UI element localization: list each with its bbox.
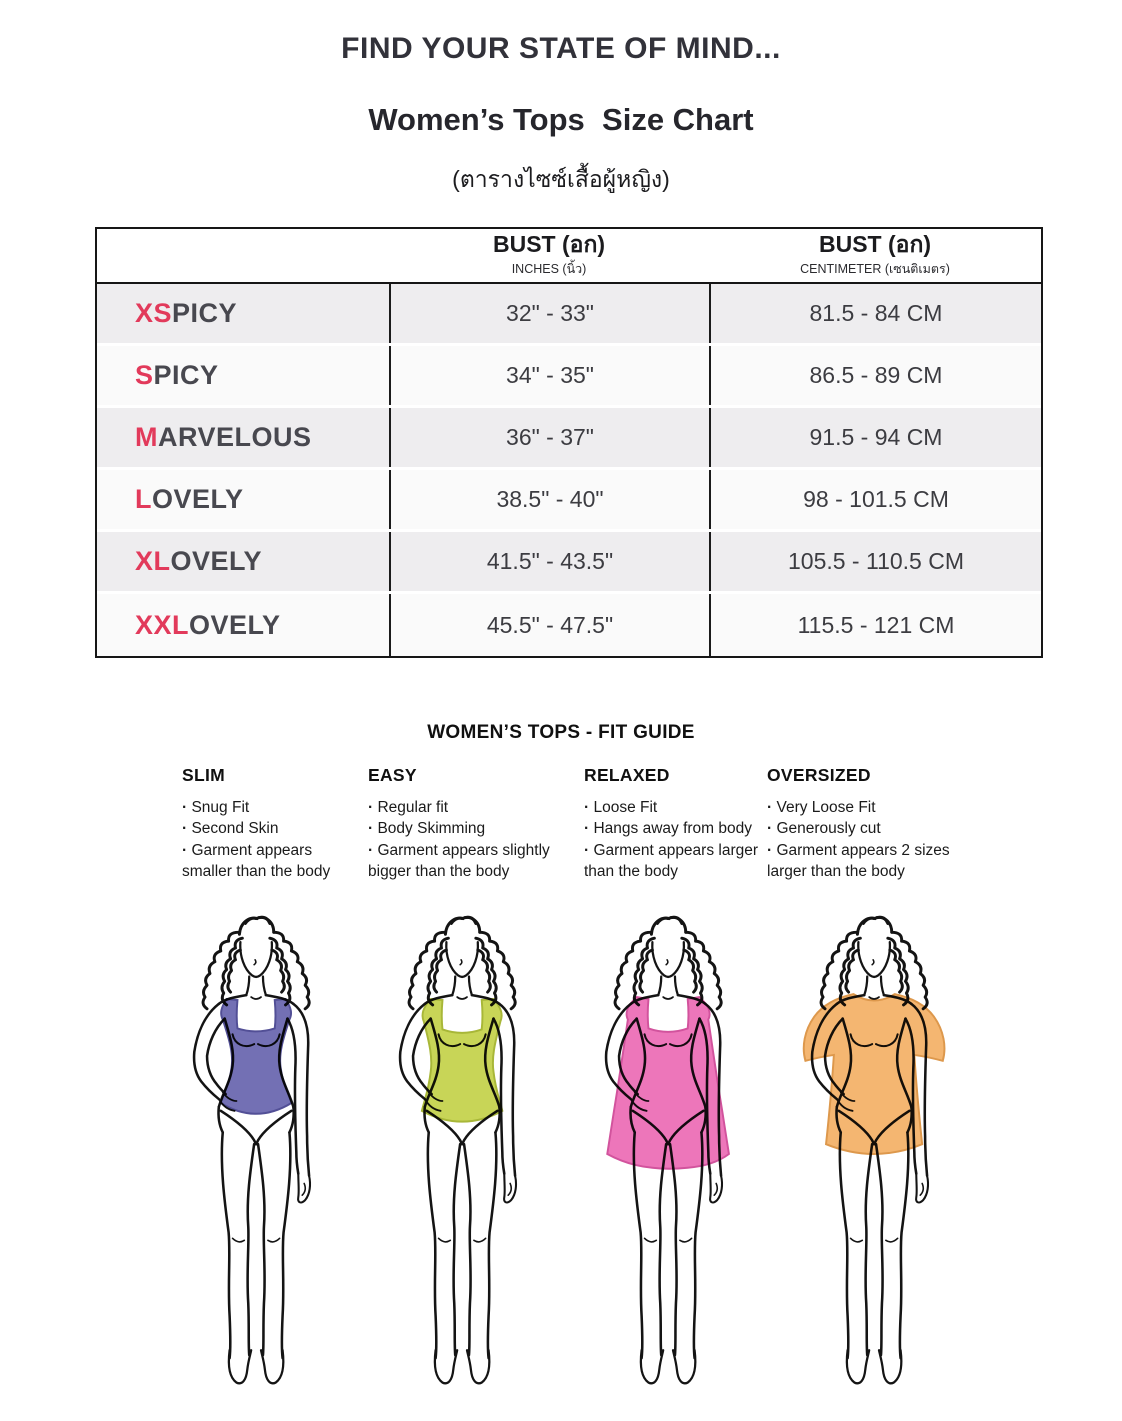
size-prefix: M	[135, 422, 158, 452]
fit-figure-oversized	[802, 915, 946, 1385]
relaxed-swing-top	[606, 996, 730, 1170]
bust-cm-subtitle: CENTIMETER (เซนติเมตร)	[800, 262, 950, 277]
table-row-marvelous: M ARVELOUS 36" - 37" 91.5 - 94 CM	[97, 408, 1041, 470]
fit-bullet: Garment appears 2 sizes larger than the …	[767, 840, 967, 883]
fit-bullet: Second Skin	[182, 818, 344, 839]
size-prefix: XXL	[135, 609, 190, 640]
header-size-column	[97, 229, 389, 282]
bust-inches-value: 38.5" - 40"	[389, 470, 709, 529]
size-table-body: XS PICY 32" - 33" 81.5 - 84 CM S PICY 34" …	[97, 284, 1041, 656]
fit-bullet: Regular fit	[368, 797, 570, 818]
size-name: XS PICY	[97, 284, 389, 343]
fit-column-relaxed: RELAXED Loose Fit Hangs away from body G…	[584, 765, 764, 883]
fit-bullet: Generously cut	[767, 818, 967, 839]
page-subtitle: Women’s Tops Size Chart	[368, 102, 754, 137]
size-rest: OVELY	[189, 609, 281, 640]
fit-bullet: Body Skimming	[368, 818, 570, 839]
table-row-lovely: L OVELY 38.5" - 40" 98 - 101.5 CM	[97, 470, 1041, 532]
bust-inches-subtitle: INCHES (นิ้ว)	[511, 262, 587, 277]
size-name: XXL OVELY	[97, 594, 389, 656]
fit-bullet: Hangs away from body	[584, 818, 764, 839]
bust-inches-value: 36" - 37"	[389, 408, 709, 467]
bust-inches-value: 34" - 35"	[389, 346, 709, 405]
fit-bullet: Garment appears larger than the body	[584, 840, 764, 883]
page-subtitle-thai: (ตารางไซซ์เสื้อผู้หญิง)	[452, 166, 670, 192]
bust-inches-value: 41.5" - 43.5"	[389, 532, 709, 591]
fit-bullet: Garment appears slightly bigger than the…	[368, 840, 570, 883]
bust-cm-value: 98 - 101.5 CM	[709, 470, 1041, 529]
size-rest: PICY	[172, 298, 238, 328]
bust-inches-title: BUST (อก)	[492, 230, 606, 257]
size-name: M ARVELOUS	[97, 408, 389, 467]
fit-bullet: Garment appears smaller than the body	[182, 840, 344, 883]
bust-cm-value: 105.5 - 110.5 CM	[709, 532, 1041, 591]
table-row-spicy: S PICY 34" - 35" 86.5 - 89 CM	[97, 346, 1041, 408]
size-name: XL OVELY	[97, 532, 389, 591]
fit-name: EASY	[368, 765, 417, 785]
table-row-xspicy: XS PICY 32" - 33" 81.5 - 84 CM	[97, 284, 1041, 346]
table-row-xxlovely: XXL OVELY 45.5" - 47.5" 115.5 - 121 CM	[97, 594, 1041, 656]
fit-name: RELAXED	[584, 765, 670, 785]
fit-name: OVERSIZED	[767, 765, 871, 785]
fit-figure-easy	[398, 915, 518, 1385]
size-name: L OVELY	[97, 470, 389, 529]
bust-cm-value: 91.5 - 94 CM	[709, 408, 1041, 467]
fit-figure-slim	[192, 915, 312, 1385]
fit-column-easy: EASY Regular fit Body Skimming Garment a…	[368, 765, 570, 883]
fit-bullet: Very Loose Fit	[767, 797, 967, 818]
slim-tank-top	[219, 997, 293, 1115]
table-row-xlovely: XL OVELY 41.5" - 43.5" 105.5 - 110.5 CM	[97, 532, 1041, 594]
bust-inches-value: 45.5" - 47.5"	[389, 594, 709, 656]
oversized-tee-top	[802, 993, 946, 1155]
size-table-header: BUST (อก) INCHES (นิ้ว) BUST (อก) CENTIM…	[97, 229, 1041, 284]
fit-column-oversized: OVERSIZED Very Loose Fit Generously cut …	[767, 765, 967, 883]
header-bust-cm: BUST (อก) CENTIMETER (เซนติเมตร)	[709, 229, 1041, 282]
size-rest: PICY	[153, 360, 219, 390]
fit-name: SLIM	[182, 765, 226, 785]
size-prefix: XS	[135, 298, 173, 328]
size-rest: ARVELOUS	[158, 422, 312, 452]
page-title: FIND YOUR STATE OF MIND...	[341, 32, 781, 65]
bust-cm-value: 115.5 - 121 CM	[709, 594, 1041, 656]
bust-inches-value: 32" - 33"	[389, 284, 709, 343]
size-prefix: L	[135, 484, 152, 514]
fit-bullet: Loose Fit	[584, 797, 764, 818]
fit-column-slim: SLIM Snug Fit Second Skin Garment appear…	[182, 765, 344, 883]
fit-guide-heading: WOMEN’S TOPS - FIT GUIDE	[427, 722, 695, 743]
bust-cm-title: BUST (อก)	[818, 230, 932, 257]
fit-figure-relaxed	[604, 915, 730, 1385]
bust-cm-value: 81.5 - 84 CM	[709, 284, 1041, 343]
size-prefix: S	[135, 360, 154, 390]
size-prefix: XL	[135, 546, 171, 576]
header-bust-inches: BUST (อก) INCHES (นิ้ว)	[389, 229, 709, 282]
easy-tank-top	[420, 997, 504, 1123]
size-table: BUST (อก) INCHES (นิ้ว) BUST (อก) CENTIM…	[95, 227, 1043, 658]
fit-figures-row	[158, 908, 982, 1406]
size-rest: OVELY	[152, 484, 244, 514]
fit-bullet: Snug Fit	[182, 797, 344, 818]
size-rest: OVELY	[170, 546, 263, 576]
bust-cm-value: 86.5 - 89 CM	[709, 346, 1041, 405]
size-name: S PICY	[97, 346, 389, 405]
